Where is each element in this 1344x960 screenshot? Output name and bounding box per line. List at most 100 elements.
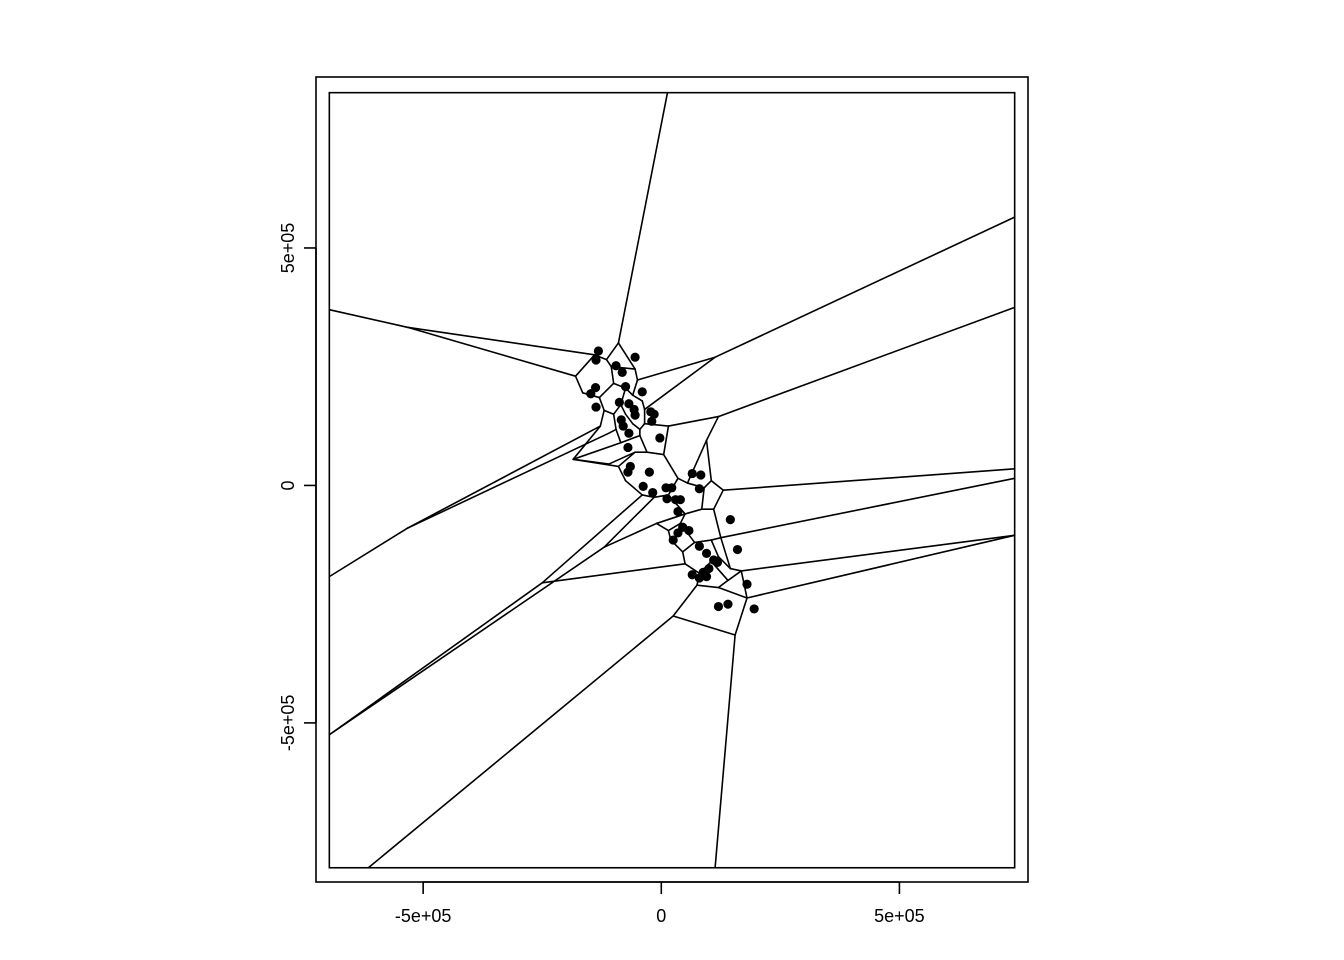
voronoi-edge xyxy=(639,422,646,431)
data-point xyxy=(655,433,665,443)
voronoi-edge xyxy=(740,534,1016,572)
data-point xyxy=(667,483,677,493)
voronoi-edge xyxy=(643,356,716,411)
voronoi-edge xyxy=(328,308,409,329)
voronoi-edge xyxy=(677,477,689,484)
x-tick-label: 5e+05 xyxy=(874,906,925,926)
voronoi-edge xyxy=(734,597,748,636)
voronoi-edge xyxy=(541,494,644,584)
voronoi-edge xyxy=(655,522,670,532)
data-point xyxy=(687,570,697,580)
data-point xyxy=(630,410,640,420)
voronoi-edge xyxy=(684,562,701,575)
data-point xyxy=(712,557,723,567)
voronoi-edge xyxy=(729,567,743,572)
data-point xyxy=(611,361,621,371)
data-point xyxy=(732,544,743,555)
voronoi-edge xyxy=(746,534,1016,599)
voronoi-edge xyxy=(603,496,655,548)
voronoi-edge xyxy=(608,451,636,465)
data-point xyxy=(593,346,604,356)
voronoi-edge xyxy=(610,365,615,385)
voronoi-edge xyxy=(712,508,722,539)
data-point xyxy=(637,387,647,397)
voronoi-edge xyxy=(667,415,720,427)
voronoi-edge xyxy=(639,434,648,453)
voronoi-edge xyxy=(624,479,644,496)
data-point xyxy=(591,402,601,412)
data-point xyxy=(696,470,706,480)
data-point xyxy=(673,506,683,517)
data-points xyxy=(586,346,759,614)
voronoi-edge xyxy=(572,441,622,461)
x-tick-label: -5e+05 xyxy=(395,906,452,926)
voronoi-edge xyxy=(624,413,634,425)
voronoi-edge xyxy=(617,451,636,468)
data-point xyxy=(742,579,752,589)
voronoi-edge xyxy=(662,425,670,456)
voronoi-edge xyxy=(328,546,605,736)
x-axis: -5e+05 0 5e+05 xyxy=(395,881,925,926)
voronoi-edge xyxy=(712,489,724,510)
y-tick-label: -5e+05 xyxy=(278,695,298,752)
voronoi-edge xyxy=(681,541,696,553)
voronoi-edge xyxy=(631,394,644,402)
x-tick-label: 0 xyxy=(656,906,666,926)
voronoi-edge xyxy=(727,570,743,582)
voronoi-edge xyxy=(714,634,736,869)
data-point xyxy=(614,397,624,407)
voronoi-edge xyxy=(608,428,617,434)
voronoi-edge xyxy=(672,584,698,617)
voronoi-edge xyxy=(646,451,665,456)
voronoi-edge xyxy=(667,522,682,532)
data-point xyxy=(649,409,659,419)
voronoi-edge xyxy=(603,522,658,548)
data-point xyxy=(668,535,678,545)
voronoi-edge xyxy=(693,539,713,544)
y-axis: 5e+05 0 -5e+05 xyxy=(278,223,317,752)
voronoi-edge xyxy=(599,409,605,427)
data-point xyxy=(586,389,596,399)
voronoi-edge xyxy=(631,422,641,431)
voronoi-edge xyxy=(617,91,669,344)
data-point xyxy=(675,495,685,505)
voronoi-edge xyxy=(631,379,639,397)
y-tick-label: 5e+05 xyxy=(278,223,298,274)
voronoi-edge xyxy=(617,342,636,370)
voronoi-edge xyxy=(703,479,713,489)
data-point xyxy=(623,467,633,477)
data-point xyxy=(701,548,712,558)
voronoi-edge xyxy=(605,342,620,361)
data-point xyxy=(644,467,654,477)
voronoi-edge xyxy=(700,487,705,510)
data-point xyxy=(647,416,657,426)
plot-frame xyxy=(315,76,1029,883)
voronoi-edge xyxy=(572,458,620,468)
data-point xyxy=(624,428,634,438)
voronoi-edge xyxy=(634,368,639,381)
data-point xyxy=(694,541,704,551)
data-point xyxy=(662,494,672,504)
voronoi-edge xyxy=(406,326,577,378)
data-point xyxy=(638,481,648,491)
voronoi-edge xyxy=(705,439,713,482)
voronoi-edge xyxy=(541,562,686,584)
data-point xyxy=(620,382,631,392)
data-point xyxy=(725,515,735,525)
voronoi-edge xyxy=(705,415,720,442)
voronoi-edge xyxy=(572,425,602,461)
voronoi-edge xyxy=(605,358,613,368)
data-point xyxy=(648,487,658,498)
data-point xyxy=(591,355,601,365)
voronoi-edge xyxy=(710,479,724,491)
voronoi-edge xyxy=(367,615,674,869)
voronoi-edge xyxy=(655,513,686,525)
voronoi-edges xyxy=(328,91,1016,869)
voronoi-edge xyxy=(641,400,646,411)
voronoi-edge xyxy=(679,513,686,525)
data-point xyxy=(701,572,712,582)
data-point xyxy=(723,599,733,609)
voronoi-edge xyxy=(710,539,720,558)
data-point xyxy=(694,484,704,494)
voronoi-edge xyxy=(720,477,1016,539)
